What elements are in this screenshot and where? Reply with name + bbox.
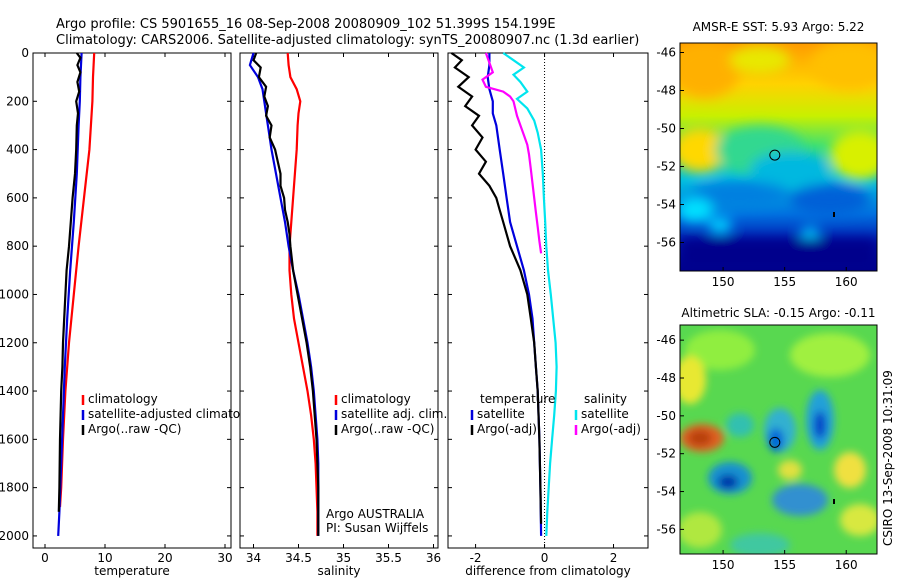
argo-location-marker <box>769 149 781 161</box>
y-tick-label: -50 <box>656 122 676 136</box>
x-axis-label: temperature <box>94 564 169 578</box>
y-tick-label: 400 <box>6 143 29 157</box>
plot-frame <box>447 52 649 549</box>
x-axis-label: salinity <box>317 564 360 578</box>
x-tick-label: 35 <box>336 551 351 565</box>
legend-entry: temperature <box>480 392 555 406</box>
y-tick-label: -50 <box>656 409 676 423</box>
y-tick-label: 0 <box>21 46 29 60</box>
y-tick-label: -52 <box>656 160 676 174</box>
x-tick-label: 30 <box>217 551 232 565</box>
x-tick-label: 160 <box>835 275 858 289</box>
x-tick-label: 150 <box>712 275 735 289</box>
y-tick-label: -48 <box>656 84 676 98</box>
series-line-salinity-argo-adj- <box>481 52 543 254</box>
series-line-salinity-satellite <box>502 52 558 536</box>
y-tick-label: -56 <box>656 236 676 250</box>
sla-map: Altimetric SLA: -0.15 Argo: -0.11 150 155 1… <box>656 306 878 572</box>
y-tick-label: 800 <box>6 239 29 253</box>
x-tick-label: 34 <box>246 551 261 565</box>
y-tick-label: 1000 <box>0 287 29 301</box>
series-line-temperature-argo-adj- <box>450 52 543 524</box>
legend-entry: satellite-adjusted climatology <box>88 407 266 421</box>
y-tick-label: 200 <box>6 94 29 108</box>
map-speck <box>833 499 835 504</box>
salinity-panel: 34 34.5 35 35.5 36 salinity climatologysatelli… <box>239 52 447 578</box>
legend-entry: climatology <box>88 392 158 406</box>
x-tick-label: 155 <box>773 275 796 289</box>
map-speck <box>833 212 835 217</box>
series-line-argo-raw-qc- <box>57 52 82 512</box>
x-tick-label: 155 <box>773 558 796 572</box>
legend-entry: salinity <box>584 392 627 406</box>
y-tick-label: -48 <box>656 371 676 385</box>
y-tick-label: -56 <box>656 522 676 536</box>
temperature-panel: 0 200 400 600 800 1000 1200 1400 1600 1800 2000 0 10… <box>0 46 266 578</box>
x-tick-label: 10 <box>97 551 112 565</box>
x-tick-label: 0 <box>541 551 549 565</box>
x-axis-label: difference from climatology <box>465 564 631 578</box>
y-tick-label: -46 <box>656 333 676 347</box>
x-tick-label: 35.5 <box>375 551 402 565</box>
legend-entry: Argo(-adj) <box>581 422 641 436</box>
legend-entry: climatology <box>341 392 411 406</box>
series-line-satellite-adjusted-climatology <box>57 52 83 536</box>
sst-map: AMSR-E SST: 5.93 Argo: 5.22 150 155 160 -46 -… <box>656 20 878 289</box>
plot-frame <box>239 52 439 549</box>
y-tick-label: 600 <box>6 191 29 205</box>
panel-annotation: PI: Susan Wijffels <box>326 521 428 535</box>
y-tick-label: -52 <box>656 447 676 461</box>
x-tick-label: 160 <box>835 558 858 572</box>
map-title: AMSR-E SST: 5.93 Argo: 5.22 <box>693 20 865 34</box>
panel-annotation: Argo AUSTRALIA <box>326 507 425 521</box>
x-tick-label: 2 <box>610 551 618 565</box>
series-line-climatology <box>286 52 319 536</box>
x-tick-label: 34.5 <box>285 551 312 565</box>
legend-entry: satellite <box>581 407 629 421</box>
argo-location-marker <box>769 436 781 448</box>
y-tick-label: 1400 <box>0 384 29 398</box>
y-tick-label: 1800 <box>0 481 29 495</box>
x-tick-label: 36 <box>426 551 441 565</box>
y-tick-label: 2000 <box>0 529 29 543</box>
y-tick-label: 1600 <box>0 432 29 446</box>
legend-entry: Argo(-adj) <box>477 422 537 436</box>
credit-label: CSIRO 13-Sep-2008 10:31:09 <box>881 370 895 546</box>
series-line-argo-raw-qc- <box>252 52 320 536</box>
legend-entry: satellite <box>477 407 525 421</box>
y-tick-label: -46 <box>656 46 676 60</box>
figure-title-line1: Argo profile: CS 5901655_16 08-Sep-2008 … <box>56 17 556 32</box>
y-tick-label: 1200 <box>0 336 29 350</box>
legend-entry: satellite adj. clim. <box>341 407 447 421</box>
figure-title-line2: Climatology: CARS2006. Satellite-adjuste… <box>56 33 639 48</box>
x-tick-label: 150 <box>712 558 735 572</box>
legend-entry: Argo(..raw -QC) <box>341 422 434 436</box>
y-tick-label: -54 <box>656 198 676 212</box>
map-title: Altimetric SLA: -0.15 Argo: -0.11 <box>681 306 875 320</box>
y-tick-label: -54 <box>656 485 676 499</box>
sla-map-field <box>680 325 877 554</box>
legend-entry: Argo(..raw -QC) <box>88 422 181 436</box>
sst-map-field <box>680 43 877 271</box>
x-tick-label: 20 <box>157 551 172 565</box>
x-tick-label: 0 <box>41 551 49 565</box>
x-tick-label: -2 <box>470 551 482 565</box>
